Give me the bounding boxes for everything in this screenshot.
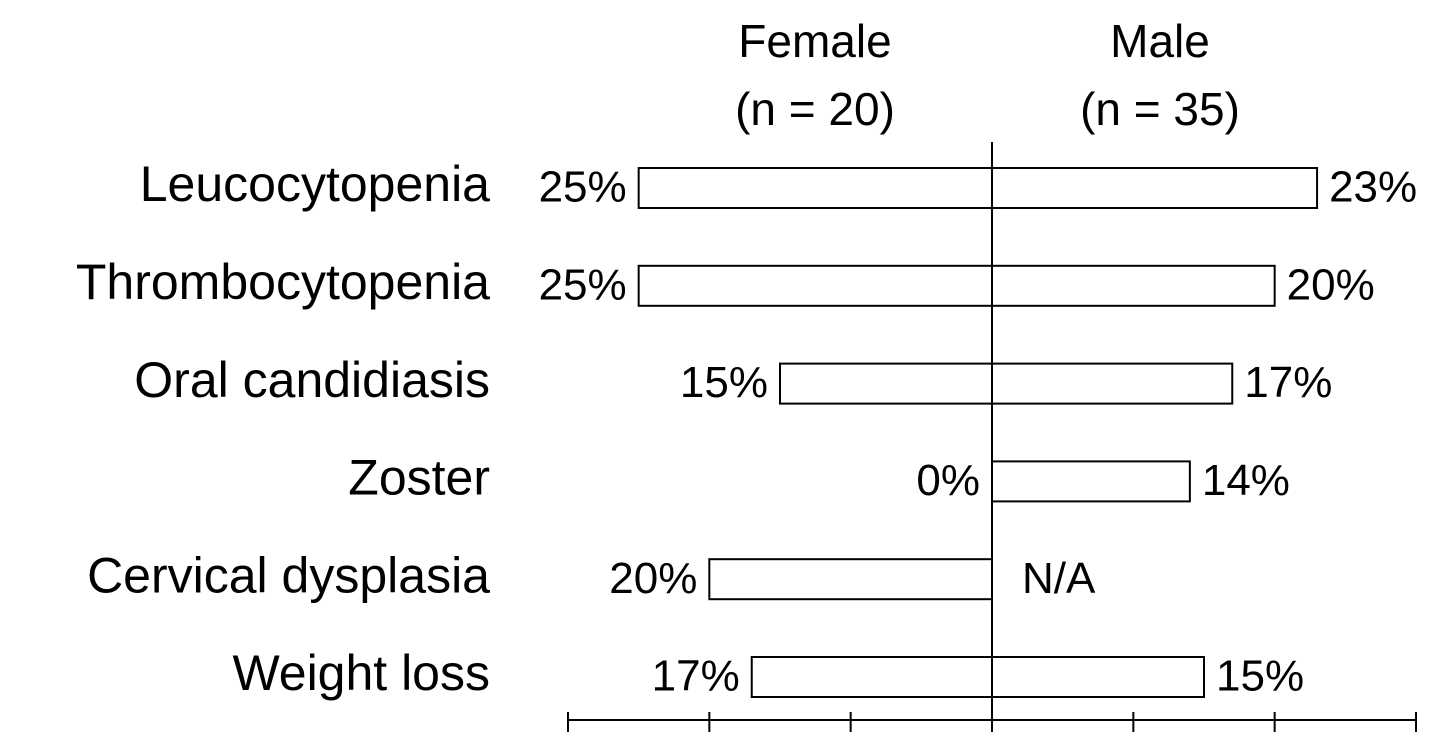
value-label: 17% [652, 652, 740, 701]
category-label: Thrombocytopenia [76, 254, 490, 310]
value-label: 17% [1244, 358, 1332, 407]
bar [750, 656, 993, 698]
series-sample: (n = 35) [1080, 83, 1240, 135]
bar [708, 558, 993, 601]
series-sample: (n = 20) [735, 83, 895, 135]
category-label: Cervical dysplasia [87, 547, 490, 603]
bar [637, 167, 994, 209]
value-label: 25% [539, 260, 627, 309]
bar [991, 460, 1191, 503]
value-label: N/A [1022, 554, 1096, 603]
bar [991, 656, 1205, 698]
value-label: 14% [1202, 456, 1290, 505]
bar [991, 167, 1319, 209]
category-label: Zoster [348, 450, 490, 506]
value-label: 0% [916, 456, 980, 505]
bar [991, 264, 1276, 307]
category-label: Oral candidiasis [134, 352, 490, 408]
category-label: Weight loss [232, 645, 490, 701]
value-label: 15% [680, 358, 768, 407]
series-name: Female [738, 15, 891, 67]
series-name: Male [1110, 15, 1210, 67]
bar [779, 362, 993, 405]
bar [991, 362, 1234, 405]
value-label: 20% [609, 554, 697, 603]
value-label: 20% [1287, 260, 1375, 309]
value-label: 15% [1216, 652, 1304, 701]
category-label: Leucocytopenia [140, 156, 490, 212]
value-label: 25% [539, 163, 627, 212]
value-label: 23% [1329, 163, 1417, 212]
bar [637, 264, 994, 307]
